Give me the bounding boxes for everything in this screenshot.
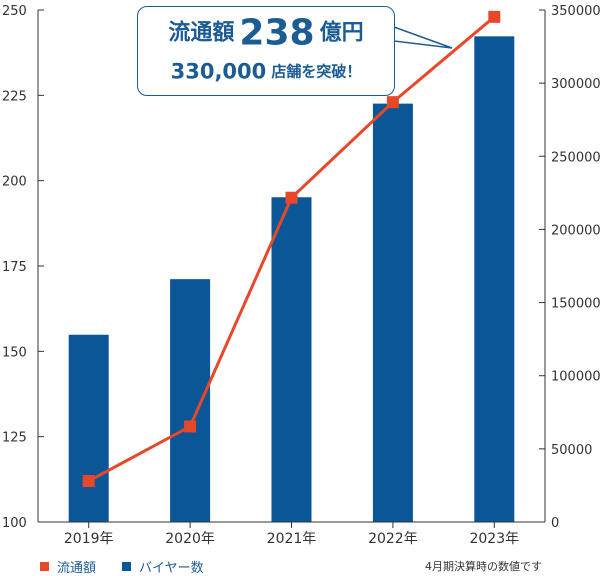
x-tick-label: 2022年: [368, 531, 418, 547]
bar-series: [68, 36, 515, 523]
left-axis-ticks: 100 125 150 175 200 225 250: [2, 4, 44, 531]
x-tick-label: 2021年: [267, 531, 317, 547]
line-point-2020年: [184, 420, 197, 433]
right-tick-label: 150000: [551, 297, 600, 312]
left-tick-label: 200: [2, 175, 27, 190]
x-tick-label: 2020年: [165, 531, 215, 547]
right-tick-label: 300000: [551, 77, 600, 92]
callout-prefix: 流通額: [168, 20, 235, 46]
left-tick-label: 250: [2, 4, 27, 19]
legend-label-line: 流通額: [57, 561, 97, 576]
callout-amount: 238: [239, 12, 315, 54]
footnote: 4月期決算時の数値です: [425, 560, 542, 573]
bar-2019年: [68, 334, 109, 522]
highlight-callout: 流通額 238 億円 330,000 店舗を突破！: [137, 6, 395, 96]
x-tick-label: 2023年: [469, 531, 519, 547]
x-axis-ticks: 2019年 2020年 2021年 2022年 2023年: [64, 522, 519, 547]
callout-suffix: 店舗を突破！: [271, 62, 362, 80]
right-tick-label: 50000: [551, 443, 592, 458]
line-series: [82, 10, 501, 488]
line-point-2022年: [386, 96, 399, 109]
callout-pointer: [393, 25, 453, 49]
bar-2021年: [271, 197, 312, 522]
legend-swatch-bar: [122, 562, 131, 571]
right-tick-label: 100000: [551, 370, 600, 385]
line-point-2019年: [82, 475, 95, 488]
right-tick-label: 0: [551, 516, 559, 531]
right-tick-label: 250000: [551, 150, 600, 165]
legend-swatch-line: [40, 562, 49, 571]
legend-item-bar: バイヤー数: [122, 557, 204, 576]
callout-unit: 億円: [319, 20, 364, 46]
bar-2022年: [372, 103, 413, 522]
legend-item-line: 流通額: [40, 557, 96, 576]
left-tick-label: 175: [2, 260, 27, 275]
left-tick-label: 125: [2, 431, 27, 446]
callout-count: 330,000: [170, 59, 267, 83]
left-tick-label: 150: [2, 345, 27, 360]
right-tick-label: 200000: [551, 223, 600, 238]
left-tick-label: 100: [2, 516, 27, 531]
line-point-2023年: [488, 10, 501, 23]
bar-2020年: [170, 279, 211, 522]
right-tick-label: 350000: [551, 4, 600, 19]
bar-2023年: [474, 36, 515, 523]
legend-label-bar: バイヤー数: [139, 561, 204, 576]
left-tick-label: 225: [2, 89, 27, 104]
right-axis-ticks: 0 50000 100000 150000 200000 250000 300000 3500…: [539, 4, 600, 531]
x-tick-label: 2019年: [64, 531, 114, 547]
line-point-2021年: [285, 191, 298, 204]
